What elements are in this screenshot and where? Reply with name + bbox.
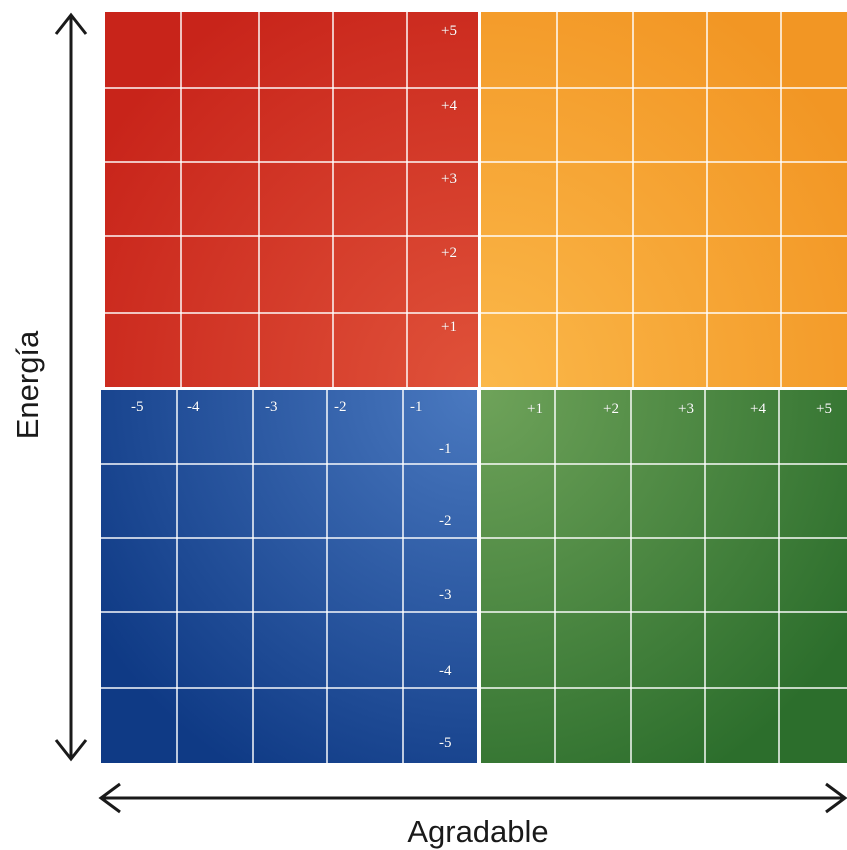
tick-label-minus-5-horizontal: -5 [131,399,144,415]
tick-label-minus-2-horizontal: -2 [334,399,347,415]
quadrant-top-left [105,12,479,388]
tick-label-minus-3-horizontal: -3 [265,399,278,415]
grid-line-vertical [556,12,558,388]
grid-line-horizontal [481,87,847,89]
grid-line-horizontal [105,235,479,237]
grid-line-vertical [402,390,404,763]
tick-label-plus-4-horizontal: +4 [750,401,766,417]
tick-label-plus-3-vertical: +3 [441,171,457,187]
grid-line-horizontal [101,611,477,613]
quadrant-bottom-right [479,390,847,763]
grid-line-vertical [632,12,634,388]
grid-line-horizontal [481,312,847,314]
tick-label-minus-3-vertical: -3 [439,587,452,603]
center-horizontal-divider [101,387,847,390]
grid-line-vertical [706,12,708,388]
quadrant-top-right [481,12,847,388]
tick-label-minus-5-vertical: -5 [439,735,452,751]
grid-line-horizontal [101,537,477,539]
grid-line-vertical [326,390,328,763]
grid-line-horizontal [481,235,847,237]
tick-label-minus-4-horizontal: -4 [187,399,200,415]
grid-line-horizontal [105,87,479,89]
y-axis-label: Energía [10,330,45,440]
tick-label-minus-1-horizontal: -1 [410,399,423,415]
grid-line-vertical [180,12,182,388]
grid-line-horizontal [105,161,479,163]
grid-line-horizontal [105,312,479,314]
grid-line-vertical [406,12,408,388]
grid-line-horizontal [479,463,847,465]
grid-line-horizontal [479,687,847,689]
tick-label-plus-2-horizontal: +2 [603,401,619,417]
tick-label-plus-4-vertical: +4 [441,98,457,114]
quadrant-bottom-left [101,390,477,763]
grid-line-vertical [630,390,632,763]
grid-line-horizontal [481,161,847,163]
tick-label-plus-5-vertical: +5 [441,23,457,39]
x-axis-label: Agradable [407,814,549,849]
tick-label-plus-1-horizontal: +1 [527,401,543,417]
grid-line-vertical [252,390,254,763]
grid-line-horizontal [101,463,477,465]
grid-line-vertical [778,390,780,763]
tick-label-minus-1-vertical: -1 [439,441,452,457]
grid-line-horizontal [101,687,477,689]
grid-line-vertical [780,12,782,388]
tick-label-minus-2-vertical: -2 [439,513,452,529]
grid-line-vertical [332,12,334,388]
tick-label-plus-1-vertical: +1 [441,319,457,335]
grid-line-horizontal [479,537,847,539]
grid-line-vertical [554,390,556,763]
grid-line-vertical [258,12,260,388]
grid-line-vertical [704,390,706,763]
grid-line-vertical [176,390,178,763]
grid-line-horizontal [479,611,847,613]
tick-label-plus-2-vertical: +2 [441,245,457,261]
tick-label-minus-4-vertical: -4 [439,663,452,679]
tick-label-plus-5-horizontal: +5 [816,401,832,417]
tick-label-plus-3-horizontal: +3 [678,401,694,417]
